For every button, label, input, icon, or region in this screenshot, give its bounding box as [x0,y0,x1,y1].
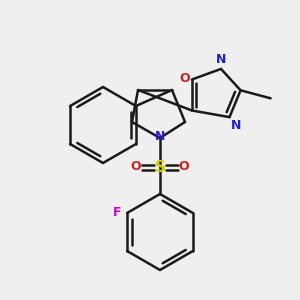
Text: S: S [154,160,166,175]
Text: O: O [179,160,189,173]
Text: N: N [216,53,226,66]
Text: N: N [155,130,165,143]
Text: F: F [112,206,121,220]
Text: N: N [230,119,241,132]
Text: O: O [179,72,190,85]
Text: O: O [131,160,141,173]
